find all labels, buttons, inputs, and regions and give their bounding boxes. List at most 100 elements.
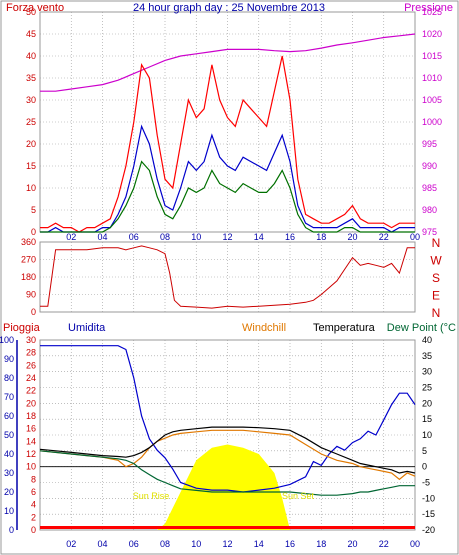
compass-label: N: [432, 306, 441, 320]
wind-y-tick: 30: [26, 95, 36, 105]
wind-y-tick: 5: [31, 205, 36, 215]
x-tick-label: 16: [285, 539, 295, 549]
x-tick-label: 00: [410, 539, 420, 549]
temp-y-tick: 0: [422, 462, 427, 472]
speed-line: [40, 160, 415, 233]
x-tick-label: 20: [347, 232, 357, 242]
temp-y-tick: 25: [422, 383, 432, 393]
temp-y-tick: -15: [422, 509, 435, 519]
x-tick-label: 10: [191, 232, 201, 242]
rain-y-tick: 2: [31, 512, 36, 522]
dewpoint-legend: Dew Point (°C: [387, 322, 456, 334]
humidity-y-tick: 100: [0, 335, 14, 345]
pressure-y-tick: 985: [422, 183, 437, 193]
tick-labels: 0202040406060808101012121414161618182020…: [0, 7, 442, 549]
humidity-y-tick: 70: [4, 392, 14, 402]
pressure-y-tick: 975: [422, 227, 437, 237]
wind-y-tick: 25: [26, 117, 36, 127]
sunrise-label: Sun Rise: [133, 491, 170, 501]
direction-y-tick: 180: [21, 272, 36, 282]
x-tick-label: 04: [97, 232, 107, 242]
humidity-axis-title: Umidita: [68, 322, 106, 334]
x-tick-label: 12: [222, 539, 232, 549]
humidity-y-tick: 20: [4, 487, 14, 497]
humidity-y-tick: 80: [4, 373, 14, 383]
sunset-label: Sun Set: [282, 491, 315, 501]
wind-grid: [40, 12, 415, 232]
pressure-y-tick: 1000: [422, 117, 442, 127]
rain-y-tick: 4: [31, 500, 36, 510]
x-tick-label: 22: [379, 232, 389, 242]
rain-y-tick: 10: [26, 462, 36, 472]
temp-y-tick: -20: [422, 525, 435, 535]
rain-y-tick: 20: [26, 398, 36, 408]
rain-y-tick: 18: [26, 411, 36, 421]
humidity-y-tick: 40: [4, 449, 14, 459]
windchill-legend: Windchill: [242, 322, 286, 334]
wind-axis-title: Forza vento: [6, 2, 64, 14]
rain-y-tick: 6: [31, 487, 36, 497]
x-tick-label: 22: [379, 539, 389, 549]
x-tick-label: 00: [410, 232, 420, 242]
rain-y-tick: 14: [26, 436, 36, 446]
humidity-y-tick: 30: [4, 468, 14, 478]
direction-grid: [40, 242, 415, 312]
x-tick-label: 12: [222, 232, 232, 242]
x-tick-label: 04: [97, 539, 107, 549]
x-tick-label: 16: [285, 232, 295, 242]
wind-y-tick: 20: [26, 139, 36, 149]
x-tick-label: 06: [129, 232, 139, 242]
pressure-y-tick: 995: [422, 139, 437, 149]
rain-y-tick: 8: [31, 474, 36, 484]
direction-y-tick: 270: [21, 255, 36, 265]
humidity-y-tick: 50: [4, 430, 14, 440]
compass-label: E: [432, 289, 440, 303]
temp-y-tick: -10: [422, 493, 435, 503]
direction-y-tick: 0: [31, 307, 36, 317]
rain-y-tick: 26: [26, 360, 36, 370]
compass-label: S: [432, 271, 440, 285]
temp-grid: [40, 340, 415, 530]
avg-wind-line: [40, 124, 415, 233]
pressure-y-tick: 1025: [422, 7, 442, 17]
direction-y-tick: 360: [21, 237, 36, 247]
temp-y-tick: 35: [422, 351, 432, 361]
pressure-y-tick: 1020: [422, 29, 442, 39]
wind-y-tick: 0: [31, 227, 36, 237]
rain-y-tick: 22: [26, 386, 36, 396]
temperature-line: [39, 426, 416, 474]
temp-y-tick: 10: [422, 430, 432, 440]
temp-y-tick: 15: [422, 414, 432, 424]
compass-label: W: [430, 254, 442, 268]
x-tick-label: 18: [316, 232, 326, 242]
pressure-y-tick: 1005: [422, 95, 442, 105]
dewpoint-line: [39, 450, 415, 496]
x-tick-label: 08: [160, 539, 170, 549]
rain-y-tick: 24: [26, 373, 36, 383]
chart-title: 24 hour graph day : 25 Novembre 2013: [133, 2, 325, 14]
rain-axis-title: Pioggia: [3, 322, 41, 334]
gust-line: [40, 55, 415, 233]
windchill-line: [39, 429, 416, 481]
wind-y-tick: 50: [26, 7, 36, 17]
pressure-y-tick: 1015: [422, 51, 442, 61]
wind-y-tick: 35: [26, 73, 36, 83]
rain-y-tick: 28: [26, 348, 36, 358]
direction-line: [40, 245, 415, 309]
direction-y-tick: 90: [26, 290, 36, 300]
temp-y-tick: 30: [422, 367, 432, 377]
x-tick-label: 18: [316, 539, 326, 549]
pressure-axis-title: Pressione: [404, 2, 453, 14]
x-tick-label: 14: [254, 539, 264, 549]
rain-y-tick: 12: [26, 449, 36, 459]
temp-y-tick: -5: [422, 478, 430, 488]
humidity-y-tick: 60: [4, 411, 14, 421]
compass-label: N: [432, 236, 441, 250]
solar-area: [40, 444, 415, 530]
temp-y-tick: 40: [422, 335, 432, 345]
rain-y-tick: 30: [26, 335, 36, 345]
temp-y-tick: 20: [422, 398, 432, 408]
